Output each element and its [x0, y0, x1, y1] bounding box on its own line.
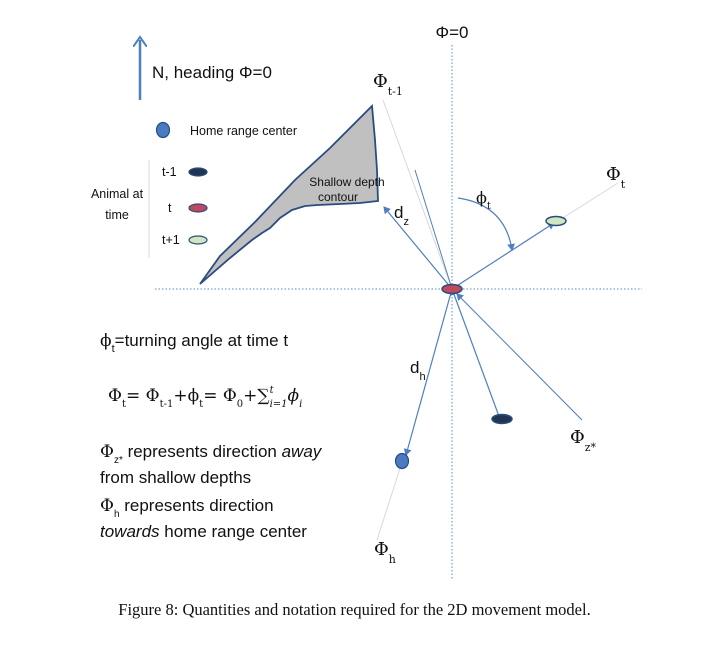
step-from-t-minus-1 — [450, 288, 501, 420]
legend-marker-tm1 — [188, 167, 208, 177]
label-phi-tm1: Φt-1 — [373, 71, 403, 98]
guide-phi-tm1 — [382, 99, 453, 290]
arrow-d-z — [383, 206, 453, 290]
label-phi-h: Φh — [374, 539, 396, 566]
shallow-label-line1: Shallow depth — [309, 175, 384, 189]
heading-equation: Φt= Φt-1+ϕt= Φ0+∑t i=1ϕi — [108, 385, 302, 410]
position-t — [441, 283, 463, 295]
figure-caption: Figure 8: Quantities and notation requir… — [118, 600, 591, 619]
legend-marker-t — [188, 203, 208, 213]
legend-home-label: Home range center — [190, 124, 297, 138]
h-description-line2: towards home range center — [100, 522, 307, 541]
label-phi-zstar: Φz* — [570, 427, 597, 454]
arrow-to-t-plus-1 — [451, 222, 555, 290]
north-label: N, heading Φ=0 — [152, 63, 272, 82]
line-to-phi-tm1 — [414, 169, 453, 290]
legend-time-tm1: t-1 — [162, 165, 177, 179]
zstar-description-line1: Φz* represents direction away — [100, 442, 323, 466]
label-d-z: dz — [394, 203, 409, 228]
guide-phi-t — [557, 182, 619, 222]
legend-group-label-1: Animal at — [91, 187, 144, 201]
home-range-center — [394, 452, 410, 470]
arrow-from-zstar — [456, 293, 583, 421]
position-t-minus-1 — [491, 413, 513, 425]
axis-phi0-label: Φ=0 — [436, 23, 469, 42]
label-small-phi-t: ϕt — [476, 188, 491, 212]
shallow-depth-contour — [199, 104, 379, 285]
position-t-plus-1 — [545, 215, 567, 227]
legend-time-tp1: t+1 — [162, 233, 180, 247]
arrow-d-h — [403, 288, 453, 456]
turning-angle-definition: ϕt=turning angle at time t — [100, 331, 288, 355]
legend-group-label-2: time — [105, 208, 129, 222]
zstar-description-line2: from shallow depths — [100, 468, 251, 487]
label-d-h: dh — [410, 358, 426, 383]
legend-home-marker — [155, 121, 171, 139]
legend-time-t: t — [168, 201, 172, 215]
turning-angle-arc — [457, 197, 516, 251]
label-phi-t: Φt — [606, 164, 626, 191]
movement-model-diagram: N, heading Φ=0 Φ=0 Shallow depth contour… — [91, 23, 642, 580]
guide-phi-h — [376, 461, 403, 541]
legend-marker-tp1 — [188, 235, 208, 245]
h-description-line1: Φh represents direction — [100, 496, 274, 520]
shallow-label-line2: contour — [318, 190, 358, 204]
